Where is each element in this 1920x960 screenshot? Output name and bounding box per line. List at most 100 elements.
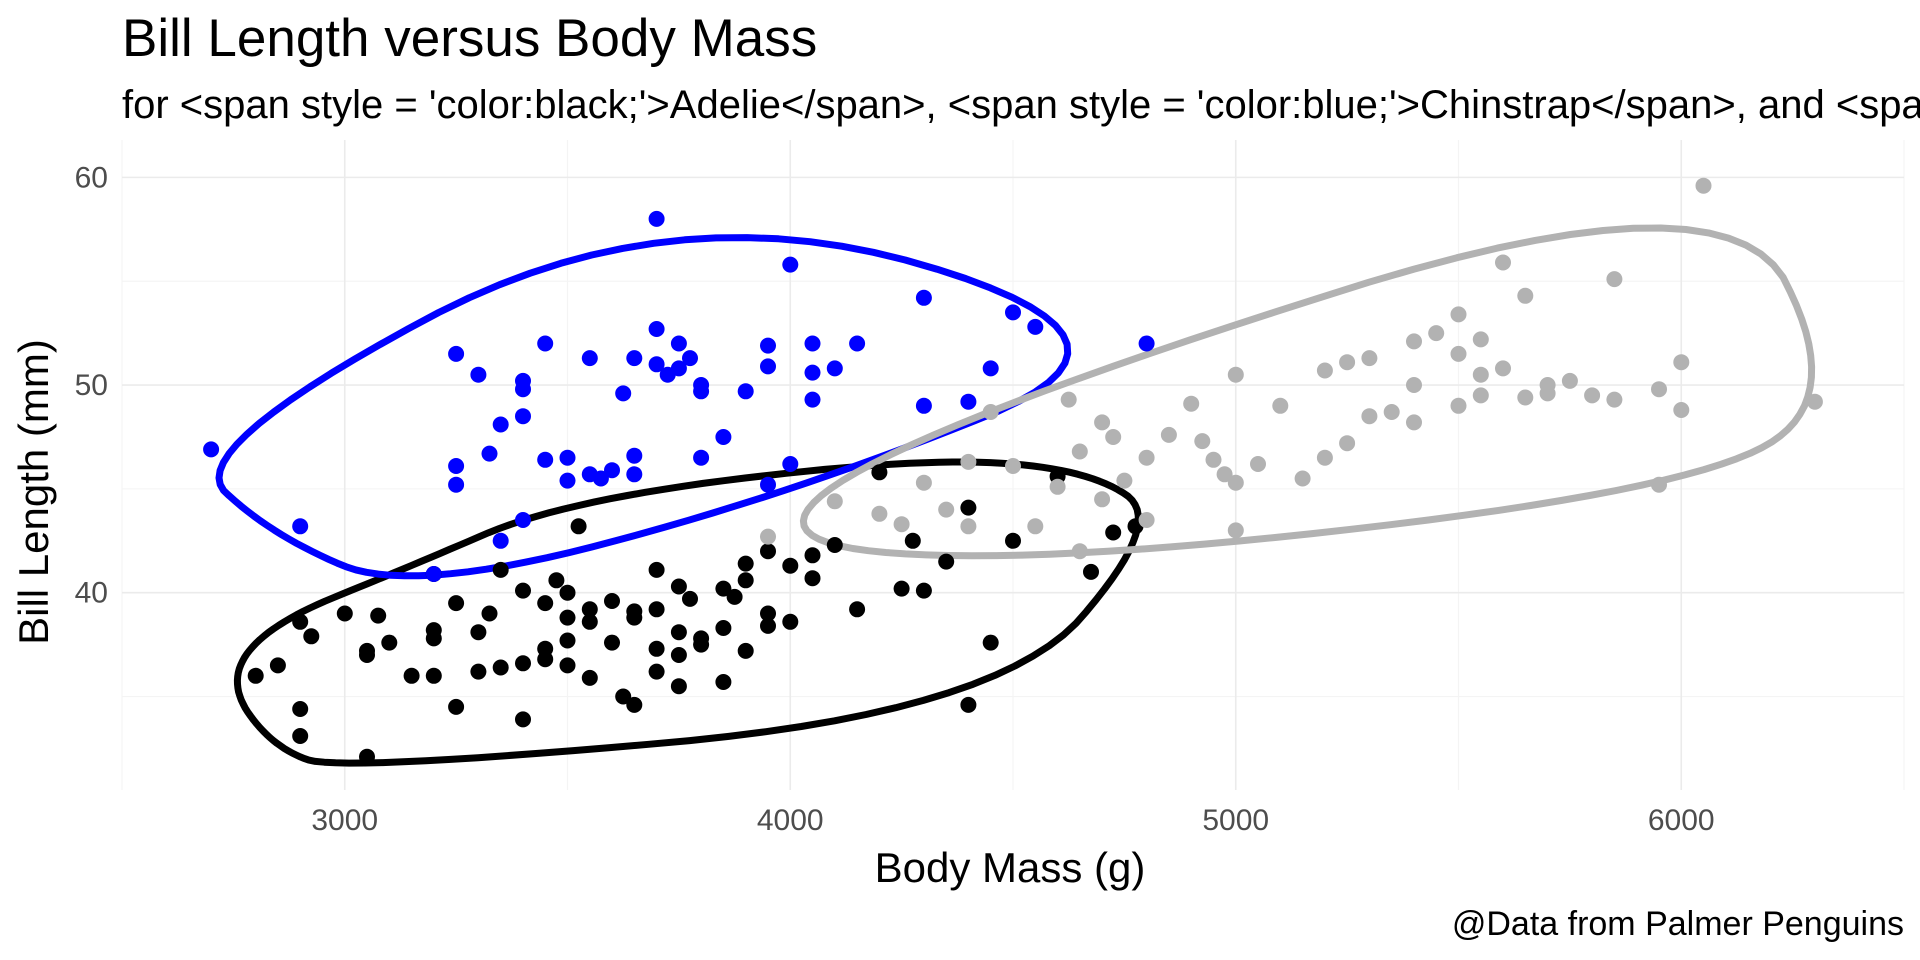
data-point-0 [626,696,643,713]
data-point-2 [960,518,977,535]
data-point-2 [1472,387,1489,404]
data-point-1 [760,337,776,354]
data-point-2 [1806,393,1823,410]
data-point-0 [292,701,309,717]
data-point-1 [481,445,498,462]
data-point-1 [425,566,442,582]
data-point-2 [1316,449,1333,466]
data-point-0 [960,696,977,713]
data-point-0 [648,601,665,618]
data-point-2 [1539,385,1556,402]
data-point-1 [1138,335,1155,352]
data-point-2 [1450,306,1467,323]
data-point-1 [515,408,531,425]
data-point-1 [960,393,977,410]
data-point-0 [492,561,509,578]
data-point-2 [1673,402,1690,418]
data-point-2 [1339,435,1356,452]
data-point-0 [537,651,554,668]
data-point-1 [737,383,754,400]
data-point-0 [737,572,754,589]
data-point-2 [1194,433,1211,450]
data-point-2 [1517,389,1534,406]
data-point-2 [1361,350,1378,367]
data-point-0 [581,601,598,618]
data-point-1 [804,335,821,352]
data-point-0 [648,663,665,680]
y-tick-label: 40 [75,577,108,610]
data-point-2 [1138,512,1155,528]
data-point-0 [548,572,565,589]
data-point-0 [760,617,776,634]
data-point-0 [615,688,632,705]
data-point-1 [760,476,776,493]
data-point-0 [737,555,754,572]
data-point-2 [982,404,999,420]
data-point-0 [693,636,710,653]
data-point-2 [1094,491,1111,508]
data-point-2 [1027,518,1044,535]
data-point-0 [470,624,487,641]
data-point-2 [1183,395,1200,412]
data-point-1 [682,350,698,367]
data-point-0 [826,537,843,553]
data-point-0 [403,667,420,684]
data-point-1 [604,462,620,479]
data-point-2 [1071,543,1088,560]
chart-caption: @Data from Palmer Penguins [1452,905,1904,943]
data-points [203,177,1823,765]
data-point-0 [715,620,732,636]
data-point-1 [515,512,531,528]
data-point-0 [737,642,754,659]
y-tick-label: 60 [75,161,108,194]
data-point-0 [982,634,999,651]
data-point-1 [470,366,487,383]
data-point-1 [826,360,843,377]
data-point-2 [1116,472,1133,489]
data-point-2 [893,516,910,533]
data-point-2 [1450,345,1467,362]
data-point-0 [726,588,743,605]
data-point-0 [515,711,531,728]
data-point-0 [515,655,531,672]
data-point-1 [581,350,598,367]
data-point-0 [782,613,799,630]
data-point-2 [1517,287,1534,304]
data-point-0 [960,499,977,516]
y-tick-label: 50 [75,369,108,402]
data-point-2 [1250,456,1266,472]
data-point-2 [1472,366,1489,383]
axis-ticks: 3000 4000 5000 6000 40 50 60 [75,161,1715,837]
data-point-0 [760,605,776,622]
data-point-0 [715,580,732,597]
data-point-0 [938,553,955,570]
data-point-0 [269,657,286,674]
data-point-2 [1227,366,1244,383]
grid [121,140,1905,790]
data-point-0 [648,561,665,578]
y-axis-title: Bill Length (mm) [10,339,57,645]
data-point-1 [782,256,799,273]
data-point-2 [1406,414,1422,431]
data-point-0 [670,678,687,695]
data-point-1 [492,416,509,433]
data-point-2 [915,474,932,491]
data-point-1 [849,335,866,352]
species-hull-0 [233,458,1142,767]
data-point-2 [1406,377,1422,393]
data-point-0 [804,547,821,564]
species-hull-2 [799,224,1816,560]
data-point-0 [303,628,320,645]
data-point-0 [425,667,442,684]
data-point-0 [871,464,888,481]
data-point-0 [370,607,387,624]
data-point-1 [448,458,465,474]
data-point-2 [960,453,977,470]
data-point-0 [247,667,264,684]
data-point-2 [1272,397,1289,414]
data-point-1 [804,391,821,408]
data-point-0 [581,669,598,686]
data-point-1 [648,321,665,337]
data-point-0 [570,518,587,535]
data-point-2 [1316,362,1333,379]
